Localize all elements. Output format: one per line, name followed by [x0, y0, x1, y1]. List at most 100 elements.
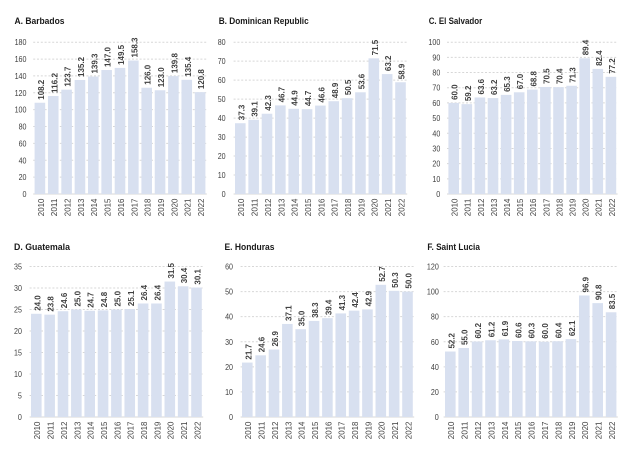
svg-text:2014: 2014	[89, 198, 99, 216]
svg-text:2011: 2011	[463, 198, 473, 216]
svg-text:0: 0	[18, 412, 22, 422]
svg-text:2012: 2012	[263, 198, 273, 216]
svg-text:65.3: 65.3	[502, 76, 512, 92]
svg-text:2018: 2018	[350, 421, 360, 439]
svg-text:2019: 2019	[156, 198, 166, 216]
svg-text:52.2: 52.2	[446, 333, 456, 349]
svg-text:2012: 2012	[63, 198, 73, 216]
svg-text:37.1: 37.1	[283, 305, 293, 321]
svg-text:123.7: 123.7	[63, 66, 73, 86]
svg-text:23.8: 23.8	[46, 296, 56, 312]
svg-text:2011: 2011	[49, 198, 59, 216]
svg-text:2021: 2021	[383, 198, 393, 216]
svg-text:2014: 2014	[500, 421, 510, 439]
svg-text:25.0: 25.0	[72, 291, 82, 307]
svg-text:147.0: 147.0	[103, 47, 113, 67]
svg-text:35: 35	[14, 262, 22, 272]
svg-text:60: 60	[432, 98, 440, 108]
svg-text:2021: 2021	[183, 198, 193, 216]
svg-text:135.4: 135.4	[183, 57, 193, 77]
svg-text:2019: 2019	[356, 198, 366, 216]
svg-text:80: 80	[431, 312, 439, 322]
svg-text:2016: 2016	[527, 421, 537, 439]
svg-text:139.8: 139.8	[169, 53, 179, 73]
svg-text:24.7: 24.7	[86, 292, 96, 308]
svg-text:2017: 2017	[126, 421, 136, 439]
svg-text:120: 120	[15, 88, 27, 98]
svg-text:39.4: 39.4	[323, 299, 333, 315]
svg-text:40: 40	[431, 362, 439, 372]
svg-text:140: 140	[15, 71, 27, 81]
svg-text:20: 20	[19, 172, 27, 182]
svg-text:60.6: 60.6	[513, 322, 523, 338]
svg-text:2019: 2019	[363, 421, 373, 439]
svg-text:40: 40	[19, 155, 27, 165]
svg-text:0: 0	[435, 412, 439, 422]
svg-text:139.3: 139.3	[89, 53, 99, 73]
svg-text:61.2: 61.2	[487, 321, 497, 337]
svg-text:2018: 2018	[139, 421, 149, 439]
svg-text:2021: 2021	[594, 198, 604, 216]
svg-text:50: 50	[432, 113, 440, 123]
svg-text:25.1: 25.1	[126, 290, 136, 306]
svg-text:2016: 2016	[323, 421, 333, 439]
svg-text:90.8: 90.8	[594, 284, 604, 300]
svg-text:2012: 2012	[476, 198, 486, 216]
svg-text:2021: 2021	[390, 421, 400, 439]
svg-text:2020: 2020	[370, 198, 380, 216]
svg-text:55.0: 55.0	[460, 329, 470, 345]
svg-text:46.7: 46.7	[276, 87, 286, 103]
svg-text:2015: 2015	[303, 198, 313, 216]
svg-text:2015: 2015	[310, 421, 320, 439]
svg-text:70.5: 70.5	[541, 68, 551, 84]
svg-text:2020: 2020	[581, 198, 591, 216]
svg-text:0: 0	[229, 412, 233, 422]
svg-text:2016: 2016	[316, 198, 326, 216]
svg-text:77.2: 77.2	[607, 58, 617, 74]
svg-text:24.0: 24.0	[32, 295, 42, 311]
svg-text:80: 80	[432, 68, 440, 78]
svg-text:2018: 2018	[143, 198, 153, 216]
svg-text:2015: 2015	[99, 421, 109, 439]
svg-text:30.4: 30.4	[179, 268, 189, 284]
svg-text:160: 160	[15, 54, 27, 64]
svg-text:20: 20	[14, 326, 22, 336]
svg-text:120.8: 120.8	[196, 69, 206, 89]
svg-text:80: 80	[218, 37, 226, 47]
svg-text:26.4: 26.4	[152, 285, 162, 301]
svg-text:20: 20	[225, 362, 233, 372]
svg-text:40: 40	[432, 128, 440, 138]
svg-text:63.2: 63.2	[489, 79, 499, 95]
svg-text:2017: 2017	[129, 198, 139, 216]
svg-text:37.3: 37.3	[236, 104, 246, 120]
svg-text:2020: 2020	[580, 421, 590, 439]
svg-text:2022: 2022	[607, 198, 617, 216]
svg-text:2012: 2012	[270, 421, 280, 439]
svg-text:38.3: 38.3	[310, 302, 320, 318]
svg-text:71.5: 71.5	[370, 40, 380, 56]
svg-text:A. Barbados: A. Barbados	[15, 16, 65, 26]
svg-text:2019: 2019	[152, 421, 162, 439]
svg-text:2018: 2018	[553, 421, 563, 439]
svg-text:20: 20	[431, 387, 439, 397]
svg-text:2022: 2022	[607, 421, 617, 439]
svg-text:60: 60	[225, 262, 233, 272]
svg-text:60.4: 60.4	[554, 322, 564, 338]
svg-text:2013: 2013	[76, 198, 86, 216]
svg-text:46.6: 46.6	[316, 87, 326, 103]
svg-text:2020: 2020	[166, 421, 176, 439]
svg-text:30: 30	[218, 132, 226, 142]
svg-text:2016: 2016	[528, 198, 538, 216]
svg-text:108.2: 108.2	[36, 80, 46, 100]
svg-text:63.2: 63.2	[383, 55, 393, 71]
svg-text:116.2: 116.2	[49, 73, 59, 93]
svg-text:2017: 2017	[337, 421, 347, 439]
svg-text:20: 20	[218, 151, 226, 161]
svg-text:0: 0	[436, 189, 440, 199]
svg-text:60.2: 60.2	[473, 323, 483, 339]
svg-text:100: 100	[15, 105, 27, 115]
svg-text:2021: 2021	[594, 421, 604, 439]
svg-text:F. Saint Lucia: F. Saint Lucia	[427, 242, 480, 252]
svg-text:2014: 2014	[297, 421, 307, 439]
svg-text:41.3: 41.3	[337, 295, 347, 311]
